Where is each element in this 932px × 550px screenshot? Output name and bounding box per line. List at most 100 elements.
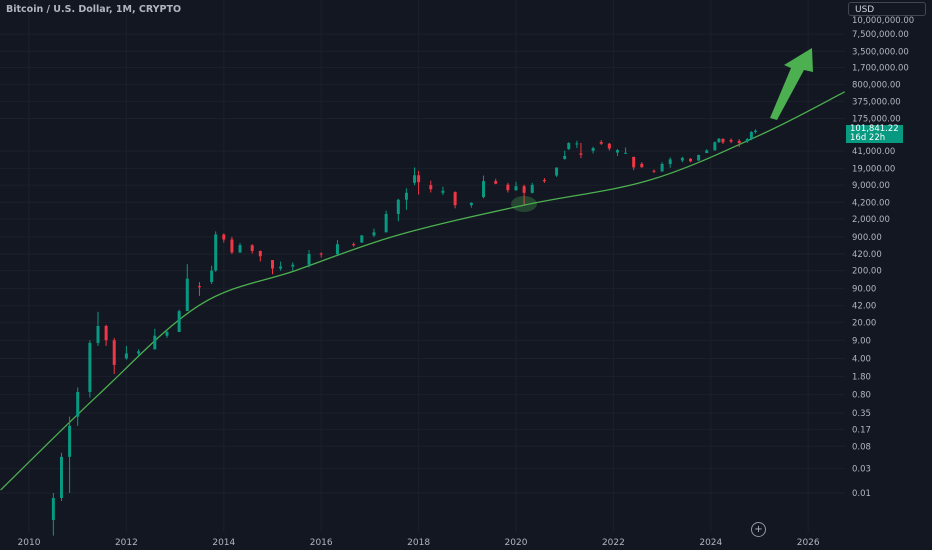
x-tick-label: 2024 [699,538,722,548]
candle-body [506,184,510,191]
y-tick-label: 4,200.00 [852,198,890,208]
candles [51,129,757,536]
candle [372,228,376,238]
candle [737,139,741,148]
candle-body [185,278,189,312]
candle-body [335,244,339,255]
candle-body [271,260,274,269]
candle-body [705,150,709,154]
price-axis[interactable]: 10,000,000.00 7,500,000.00 3,500,000.00 1,7… [852,16,914,499]
candle [615,149,619,156]
y-tick-label: 375,000.00 [852,97,901,107]
candle [575,140,579,149]
candle [640,162,644,168]
candle-body [624,152,628,154]
candle [250,244,254,254]
candle-body [749,131,753,140]
y-tick-label: 0.01 [852,489,871,499]
candle [530,182,534,194]
grid [0,0,845,532]
candle-body [668,159,672,165]
candle-body [652,170,656,172]
bar-countdown: 16d 22h [850,133,886,143]
candle [591,146,595,154]
candle-body [417,175,421,183]
candle-body [660,164,664,172]
y-tick-label: 4.00 [852,354,871,364]
candle-body [153,335,157,350]
y-tick-label: 800,000.00 [852,80,901,90]
candle-body [607,143,611,149]
candle [153,328,157,350]
time-axis[interactable]: 2010 2012 2014 2016 2018 2020 2022 2024 2026 [18,538,820,548]
candle-body [88,342,92,392]
candle [753,129,757,134]
candle [697,154,701,161]
candle [453,191,457,209]
candle [668,157,672,168]
x-tick-label: 2020 [505,538,528,548]
trendline[interactable] [0,91,846,491]
candle [51,493,55,536]
candle [652,169,656,173]
candle [745,137,749,143]
candle [68,416,72,493]
candle [271,260,274,275]
y-tick-label: 0.17 [852,425,871,435]
candle-body [717,138,721,143]
candle-body [494,181,498,184]
currency-button[interactable]: USD [848,2,926,16]
candle-body [96,325,100,343]
candle-body [737,140,741,143]
add-plus-icon[interactable]: + [751,522,766,537]
candle [721,138,725,144]
candle-body [319,253,323,255]
candle [291,262,295,271]
candle [124,345,128,360]
candle-body [413,175,417,183]
candle-body [482,181,486,198]
candle-body [721,138,725,143]
candle-body [591,148,595,151]
candle [555,167,559,177]
candle [222,233,226,243]
candle-body [689,158,693,162]
candle-body [372,232,376,236]
y-tick-label: 900.00 [852,233,882,243]
candle-body [177,311,181,333]
candle-body [555,167,559,176]
candle-body [76,391,80,417]
y-tick-label: 1,700,000.00 [852,63,909,73]
candle [384,210,388,233]
candle [749,131,753,141]
candle-body [599,142,603,144]
candle-body [640,163,644,168]
y-tick-label: 175,000.00 [852,115,901,125]
arrow-up-drawing[interactable] [770,48,813,120]
candle-body [279,266,283,269]
candle [258,250,262,262]
candle [514,181,518,191]
candle-body [230,239,234,253]
y-tick-label: 19,000.00 [852,164,895,174]
y-tick-label: 7,500,000.00 [852,30,909,40]
y-tick-label: 0.03 [852,464,871,474]
candle [563,150,567,160]
candle [542,177,546,183]
candle-body [59,456,63,499]
candle [210,265,214,285]
y-tick-label: 1.80 [852,372,871,382]
candle [238,243,242,253]
y-tick-label: 0.08 [852,442,871,452]
candle [579,142,583,159]
candle [705,149,709,154]
candle [729,138,733,144]
candle [429,180,433,193]
x-tick-label: 2010 [18,538,41,548]
candle [197,282,201,296]
candle-body [514,186,518,191]
highlight-circle[interactable] [511,196,537,212]
y-tick-label: 3,500,000.00 [852,47,909,57]
x-tick-label: 2022 [602,538,625,548]
